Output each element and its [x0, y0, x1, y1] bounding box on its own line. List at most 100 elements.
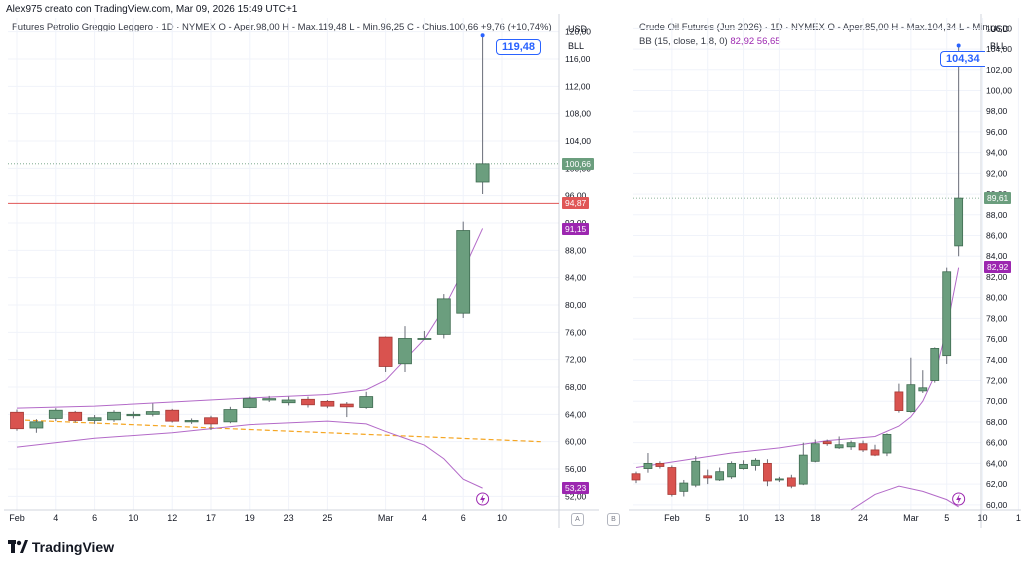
candle	[763, 459, 772, 487]
y-tick-label: 116,00	[565, 54, 591, 64]
candle	[810, 439, 820, 463]
y-tick-label: 84,00	[986, 251, 1008, 261]
x-tick-label: 4	[53, 513, 58, 523]
candle-body	[655, 462, 665, 467]
price-badge: 94,87	[562, 197, 590, 210]
candle-body	[882, 433, 892, 454]
y-tick-label: 70,00	[986, 396, 1008, 406]
right-unit: BLL	[990, 41, 1007, 51]
candle-body	[281, 399, 296, 404]
candle-body	[320, 400, 335, 407]
bb-indicator-label: BB (15, close, 1,8, 0)	[639, 36, 728, 47]
candle-body	[739, 464, 748, 469]
candle	[918, 370, 928, 393]
candle-body	[48, 409, 63, 419]
candle-body	[359, 396, 374, 408]
candle-body	[870, 449, 880, 456]
candle-body	[727, 462, 736, 478]
left-chart-title: Futures Petrolio Greggio Leggero · 1D · …	[12, 22, 552, 33]
candle-body	[834, 444, 844, 449]
candle-body	[68, 411, 83, 421]
right-indicator-legend[interactable]: BB (15, close, 1,8, 0) 82,92 56,65	[639, 36, 781, 47]
candle-body	[810, 443, 820, 462]
candle	[786, 474, 796, 489]
candle-body	[954, 197, 964, 247]
candle	[436, 294, 451, 339]
right-scale-button[interactable]: B	[607, 513, 620, 526]
y-tick-label: 80,00	[565, 300, 587, 310]
lightning-icon	[476, 492, 490, 506]
y-tick-label: 76,00	[565, 327, 587, 337]
tradingview-logo-icon	[8, 540, 28, 553]
candle	[475, 35, 490, 194]
y-tick-label: 100,00	[986, 86, 1012, 96]
lightning-icon-bolt	[480, 494, 486, 504]
candle	[165, 408, 180, 423]
x-tick-label: 6	[461, 513, 466, 523]
candle-body	[703, 475, 713, 479]
candle-body	[184, 420, 199, 423]
candle	[858, 440, 868, 452]
x-tick-label: 25	[322, 513, 332, 523]
y-tick-label: 80,00	[986, 293, 1008, 303]
candle-body	[930, 348, 940, 381]
candle-body	[475, 163, 490, 183]
candle-body	[339, 403, 354, 408]
x-tick-label: Feb	[9, 513, 25, 523]
candle-body	[667, 467, 677, 495]
candle	[727, 461, 736, 479]
x-tick-label: 4	[422, 513, 427, 523]
left-currency: USD	[568, 24, 588, 34]
candle	[954, 45, 964, 257]
bb-value-upper: 82,92	[730, 36, 755, 47]
candle-body	[786, 477, 796, 487]
author-line: Alex975 creato con TradingView.com, Mar …	[6, 4, 298, 15]
candle	[846, 440, 856, 450]
x-tick-label: 10	[978, 513, 988, 523]
candle	[223, 406, 238, 424]
candle	[204, 415, 218, 431]
y-tick-label: 72,00	[565, 355, 587, 365]
candle	[29, 419, 44, 433]
candle-body	[751, 459, 760, 466]
y-tick-label: 96,00	[986, 127, 1008, 137]
candle	[301, 396, 315, 408]
candle-body	[262, 398, 277, 401]
candle	[655, 461, 665, 469]
x-tick-label: 5	[705, 513, 710, 523]
candle-body	[679, 482, 689, 492]
y-tick-label: 94,00	[986, 148, 1008, 158]
x-tick-label: 17	[206, 513, 216, 523]
candle-body	[643, 462, 653, 469]
candle-body	[858, 443, 868, 451]
right-chart-title: Crude Oil Futures (Jun 2026) · 1D · NYME…	[639, 22, 999, 33]
price-badge: 53,23	[562, 481, 590, 494]
candle-body	[798, 454, 808, 485]
x-tick-label: 5	[944, 513, 949, 523]
x-tick-label: 23	[284, 513, 294, 523]
candle	[882, 433, 892, 457]
y-tick-label: 112,00	[565, 81, 591, 91]
candle-body	[918, 387, 928, 392]
candle	[631, 471, 641, 484]
y-tick-label: 96,00	[565, 191, 587, 201]
left-auto-scale-button[interactable]: A	[571, 513, 584, 526]
y-tick-label: 62,00	[986, 479, 1008, 489]
candle	[870, 444, 880, 457]
y-tick-label: 102,00	[986, 65, 1012, 75]
tradingview-logo-text: TradingView	[31, 539, 115, 555]
candle	[751, 458, 760, 471]
candle-body	[715, 471, 725, 481]
y-tick-label: 68,00	[986, 417, 1008, 427]
y-tick-label: 104,00	[986, 44, 1012, 54]
candle-body	[126, 413, 141, 417]
candle-body	[894, 391, 904, 411]
x-tick-label: Mar	[903, 513, 919, 523]
y-tick-label: 98,00	[986, 106, 1008, 116]
x-tick-label: 24	[858, 513, 868, 523]
candle-body	[204, 417, 218, 425]
high-marker-dot	[956, 43, 961, 48]
left-unit: BLL	[568, 41, 585, 51]
x-tick-label: 10	[128, 513, 138, 523]
